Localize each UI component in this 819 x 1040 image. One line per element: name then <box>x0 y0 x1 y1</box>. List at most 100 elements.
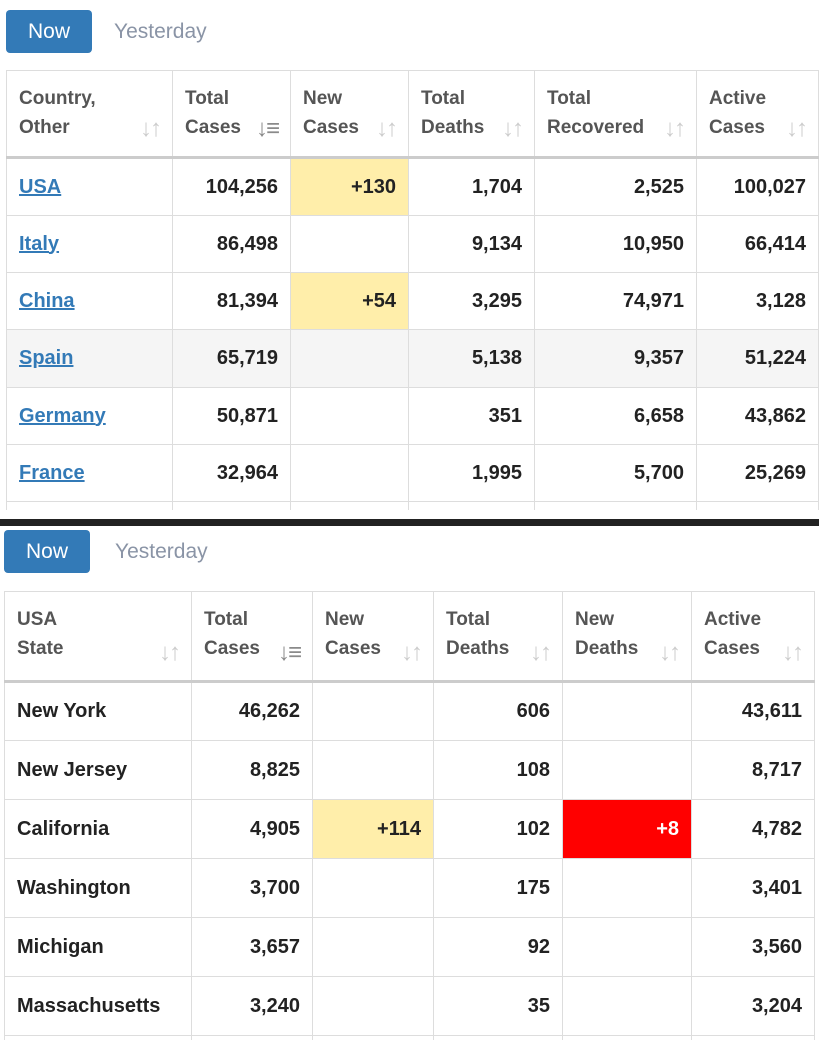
tab-yesterday[interactable]: Yesterday <box>115 540 208 563</box>
new-deaths-cell <box>562 917 692 977</box>
total-cases-cell: 32,964 <box>172 444 291 502</box>
total-cases-cell: 86,498 <box>172 215 291 273</box>
total-recovered-cell: 2,525 <box>534 157 697 216</box>
countries-table: Country, Other ↓↑ Total Cases ↓≡ New Cases ↓↑ … <box>6 70 819 510</box>
sort-icon[interactable]: ↓↑ <box>782 639 804 666</box>
table-row: Michigan 3,657 92 3,560 <box>4 917 815 977</box>
header-label: Total <box>446 609 490 630</box>
empty-cell <box>6 501 173 510</box>
sort-icon[interactable]: ↓↑ <box>159 639 181 666</box>
active-cases-cell: 3,401 <box>691 858 815 918</box>
header-label: Other <box>19 117 70 138</box>
total-deaths-cell: 1,995 <box>408 444 535 502</box>
usa-states-panel: Now Yesterday USA State ↓↑ Total Cases ↓≡ Ne… <box>0 526 819 1040</box>
active-cases-cell: 3,128 <box>696 272 819 330</box>
state-name-cell: Michigan <box>4 917 192 977</box>
sort-icon[interactable]: ↓↑ <box>140 115 162 142</box>
header-label: New <box>303 88 343 109</box>
new-cases-cell <box>312 681 434 741</box>
new-deaths-cell <box>562 858 692 918</box>
header-active-cases[interactable]: Active Cases ↓↑ <box>696 70 819 158</box>
header-label: State <box>17 638 64 659</box>
header-total-deaths[interactable]: Total Deaths ↓↑ <box>408 70 535 158</box>
usa-states-table: USA State ↓↑ Total Cases ↓≡ New Cases ↓↑ Total… <box>4 591 815 1040</box>
new-deaths-cell <box>562 740 692 800</box>
country-link-germany[interactable]: Germany <box>19 404 106 427</box>
sort-amount-down-icon[interactable]: ↓≡ <box>255 115 280 142</box>
total-cases-cell: 81,394 <box>172 272 291 330</box>
header-new-cases[interactable]: New Cases ↓↑ <box>290 70 409 158</box>
header-new-cases[interactable]: New Cases ↓↑ <box>312 591 434 682</box>
header-new-deaths[interactable]: New Deaths ↓↑ <box>562 591 692 682</box>
country-cell: China <box>6 272 173 330</box>
table-row-partial <box>4 1035 815 1040</box>
country-link-italy[interactable]: Italy <box>19 232 60 255</box>
table-header-row: Country, Other ↓↑ Total Cases ↓≡ New Cases ↓↑ … <box>6 70 819 158</box>
table-row: California 4,905 +114 102 +8 4,782 <box>4 799 815 859</box>
empty-cell <box>312 1035 434 1040</box>
header-label: Deaths <box>421 117 485 138</box>
sort-icon[interactable]: ↓↑ <box>664 115 686 142</box>
total-deaths-cell: 1,704 <box>408 157 535 216</box>
sort-icon[interactable]: ↓↑ <box>502 115 524 142</box>
header-total-cases[interactable]: Total Cases ↓≡ <box>191 591 313 682</box>
header-usa-state[interactable]: USA State ↓↑ <box>4 591 192 682</box>
country-link-usa[interactable]: USA <box>19 175 62 198</box>
country-cell: France <box>6 444 173 502</box>
header-label: Total <box>185 88 229 109</box>
empty-cell <box>433 1035 563 1040</box>
active-cases-cell: 3,560 <box>691 917 815 977</box>
country-link-france[interactable]: France <box>19 461 85 484</box>
total-deaths-cell: 351 <box>408 387 535 445</box>
total-deaths-cell: 3,295 <box>408 272 535 330</box>
header-label: Recovered <box>547 117 645 138</box>
state-name-cell: New York <box>4 681 192 741</box>
active-cases-cell: 66,414 <box>696 215 819 273</box>
countries-panel: Now Yesterday Country, Other ↓↑ Total Cases… <box>0 0 819 510</box>
new-cases-cell: +114 <box>312 799 434 859</box>
sort-icon[interactable]: ↓↑ <box>376 115 398 142</box>
empty-cell <box>408 501 535 510</box>
total-deaths-cell: 606 <box>433 681 563 741</box>
state-name-cell: California <box>4 799 192 859</box>
table-row: Italy 86,498 9,134 10,950 66,414 <box>6 215 819 273</box>
table-row: France 32,964 1,995 5,700 25,269 <box>6 444 819 502</box>
total-cases-cell: 3,240 <box>191 976 313 1036</box>
new-cases-cell <box>290 215 409 273</box>
new-cases-cell <box>312 917 434 977</box>
header-active-cases[interactable]: Active Cases ↓↑ <box>691 591 815 682</box>
sort-icon[interactable]: ↓↑ <box>659 639 681 666</box>
header-label: Deaths <box>446 638 510 659</box>
header-total-cases[interactable]: Total Cases ↓≡ <box>172 70 291 158</box>
tab-now[interactable]: Now <box>6 10 92 53</box>
sort-amount-down-icon[interactable]: ↓≡ <box>277 639 302 666</box>
active-cases-cell: 43,611 <box>691 681 815 741</box>
tab-yesterday[interactable]: Yesterday <box>114 20 207 43</box>
country-link-china[interactable]: China <box>19 289 75 312</box>
header-country[interactable]: Country, Other ↓↑ <box>6 70 173 158</box>
tab-now[interactable]: Now <box>4 530 90 573</box>
total-recovered-cell: 5,700 <box>534 444 697 502</box>
country-link-spain[interactable]: Spain <box>19 347 74 369</box>
total-cases-cell: 104,256 <box>172 157 291 216</box>
new-cases-cell: +130 <box>290 157 409 216</box>
table-row-partial <box>6 501 819 510</box>
active-cases-cell: 100,027 <box>696 157 819 216</box>
sort-icon[interactable]: ↓↑ <box>786 115 808 142</box>
new-deaths-cell: +8 <box>562 799 692 859</box>
image-divider <box>0 519 819 526</box>
active-cases-cell: 8,717 <box>691 740 815 800</box>
empty-cell <box>191 1035 313 1040</box>
new-cases-cell <box>290 329 409 388</box>
header-total-deaths[interactable]: Total Deaths ↓↑ <box>433 591 563 682</box>
new-deaths-cell <box>562 681 692 741</box>
new-cases-cell <box>312 740 434 800</box>
header-total-recovered[interactable]: Total Recovered ↓↑ <box>534 70 697 158</box>
table-header-row: USA State ↓↑ Total Cases ↓≡ New Cases ↓↑ Total… <box>4 591 815 682</box>
new-cases-cell <box>312 858 434 918</box>
new-cases-cell: +54 <box>290 272 409 330</box>
empty-cell <box>4 1035 192 1040</box>
sort-icon[interactable]: ↓↑ <box>530 639 552 666</box>
sort-icon[interactable]: ↓↑ <box>401 639 423 666</box>
total-recovered-cell: 6,658 <box>534 387 697 445</box>
